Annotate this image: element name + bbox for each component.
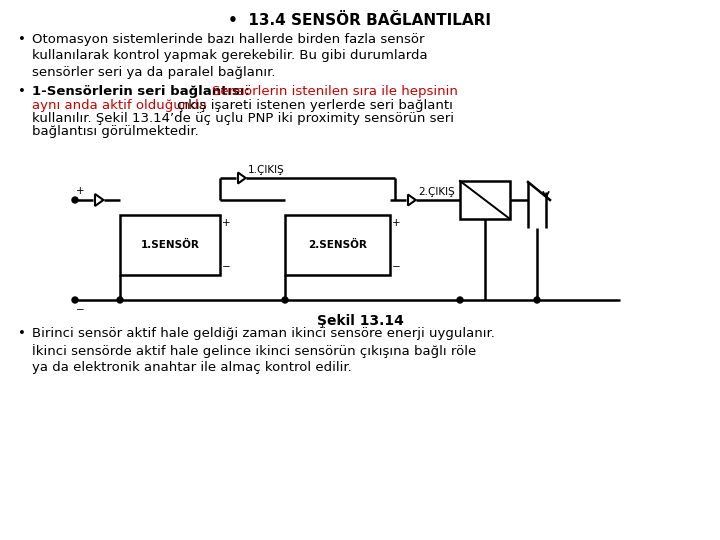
Text: 1-Sensörlerin seri bağlantısı:: 1-Sensörlerin seri bağlantısı: bbox=[32, 85, 254, 98]
Circle shape bbox=[72, 197, 78, 203]
Text: •: • bbox=[18, 327, 26, 340]
Circle shape bbox=[534, 297, 540, 303]
Circle shape bbox=[457, 297, 463, 303]
Text: bağlantısı görülmektedir.: bağlantısı görülmektedir. bbox=[32, 125, 199, 138]
Text: +: + bbox=[222, 218, 230, 228]
Text: 2.ÇIKIŞ: 2.ÇIKIŞ bbox=[418, 187, 455, 197]
Text: −: − bbox=[392, 262, 401, 272]
Bar bbox=[285, 215, 390, 275]
Circle shape bbox=[72, 297, 78, 303]
Circle shape bbox=[117, 297, 123, 303]
Text: Birinci sensör aktif hale geldiği zaman ikinci sensöre enerji uygulanır.
İkinci : Birinci sensör aktif hale geldiği zaman … bbox=[32, 327, 495, 374]
Text: aynı anda aktif olduğunda: aynı anda aktif olduğunda bbox=[32, 98, 211, 111]
Text: +: + bbox=[76, 186, 85, 196]
Text: çıkış işareti istenen yerlerde seri bağlantı: çıkış işareti istenen yerlerde seri bağl… bbox=[177, 98, 453, 111]
Text: kullanılır. Şekil 13.14’de üç uçlu PNP iki proximity sensörün seri: kullanılır. Şekil 13.14’de üç uçlu PNP i… bbox=[32, 112, 454, 125]
Text: Otomasyon sistemlerinde bazı hallerde birden fazla sensör
kullanılarak kontrol y: Otomasyon sistemlerinde bazı hallerde bi… bbox=[32, 33, 428, 79]
Text: +: + bbox=[392, 218, 400, 228]
Text: •: • bbox=[18, 33, 26, 46]
Circle shape bbox=[282, 297, 288, 303]
Text: 1.ÇIKIŞ: 1.ÇIKIŞ bbox=[248, 165, 284, 175]
Text: 2.SENSÖR: 2.SENSÖR bbox=[308, 240, 367, 250]
Text: Sensörlerin istenilen sıra ile hepsinin: Sensörlerin istenilen sıra ile hepsinin bbox=[212, 85, 458, 98]
Text: •  13.4 SENSÖR BAĞLANTILARI: • 13.4 SENSÖR BAĞLANTILARI bbox=[228, 13, 492, 28]
Text: 1.SENSÖR: 1.SENSÖR bbox=[140, 240, 199, 250]
Text: −: − bbox=[222, 262, 230, 272]
Bar bbox=[120, 215, 220, 275]
Text: •: • bbox=[18, 85, 26, 98]
Text: Şekil 13.14: Şekil 13.14 bbox=[317, 314, 403, 328]
Bar bbox=[460, 181, 510, 219]
Text: −: − bbox=[76, 305, 85, 315]
